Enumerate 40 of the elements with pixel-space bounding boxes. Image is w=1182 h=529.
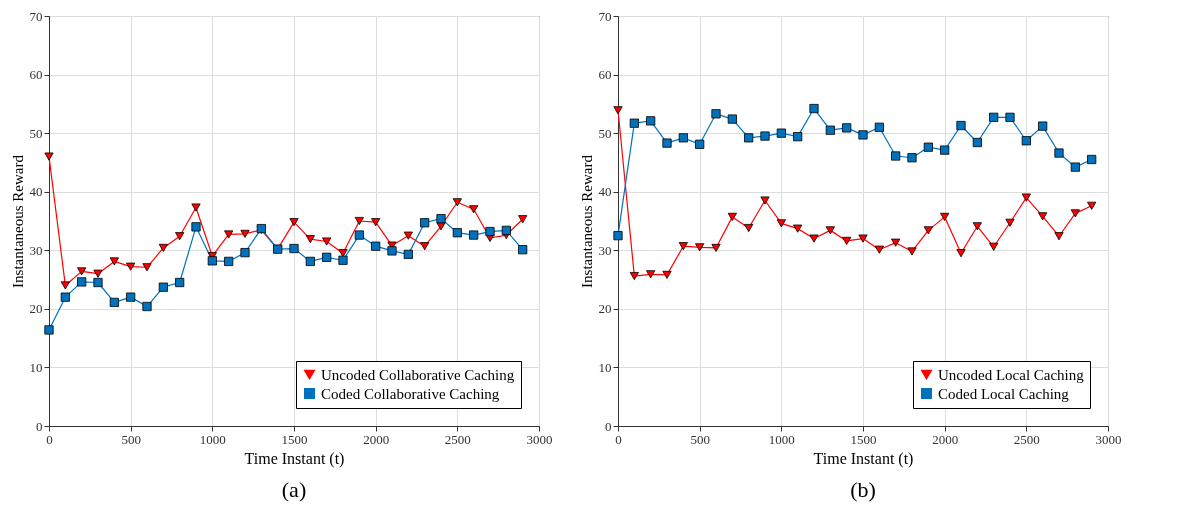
legend-label: Coded Local Caching: [938, 385, 1070, 402]
x-tick-label: 3000: [1095, 431, 1122, 447]
x-tick-label: 1000: [768, 431, 795, 447]
legend-label: Coded Collaborative Caching: [321, 385, 500, 402]
y-tick-label: 40: [29, 184, 43, 200]
x-axis-title: Time Instant (t): [244, 449, 345, 468]
legend-label: Uncoded Collaborative Caching: [321, 366, 515, 383]
y-tick-label: 10: [598, 359, 612, 375]
x-tick-label: 3000: [526, 431, 553, 447]
x-tick-label: 1500: [281, 431, 308, 447]
x-tick-label: 0: [46, 431, 53, 447]
y-tick-label: 60: [598, 67, 612, 83]
y-tick-label: 30: [598, 242, 612, 258]
x-tick-label: 500: [121, 431, 141, 447]
x-tick-label: 500: [690, 431, 710, 447]
x-tick-label: 2500: [1013, 431, 1040, 447]
y-tick-label: 50: [29, 125, 43, 141]
x-tick-label: 2000: [932, 431, 959, 447]
x-tick-label: 2500: [444, 431, 471, 447]
y-tick-label: 50: [598, 125, 612, 141]
y-tick-label: 20: [598, 301, 612, 317]
y-tick-label: 30: [29, 242, 43, 258]
legend-label: Uncoded Local Caching: [938, 366, 1085, 383]
y-tick-label: 40: [598, 184, 612, 200]
x-tick-label: 0: [615, 431, 622, 447]
text: (a): [281, 477, 307, 502]
x-axis-title: Time Instant (t): [813, 449, 914, 468]
x-tick-label: 2000: [363, 431, 390, 447]
y-tick-label: 70: [598, 8, 612, 24]
y-tick-label: 20: [29, 301, 43, 317]
y-tick-label: 0: [605, 418, 612, 434]
y-axis-title: Instantaneous Reward: [9, 154, 26, 288]
y-tick-label: 60: [29, 67, 43, 83]
x-tick-label: 1500: [850, 431, 877, 447]
y-axis-title: Instantaneous Reward: [578, 154, 595, 288]
y-tick-label: 70: [29, 8, 43, 24]
y-tick-label: 0: [36, 418, 43, 434]
x-tick-label: 1000: [199, 431, 226, 447]
text: (b): [850, 477, 876, 502]
y-tick-label: 10: [29, 359, 43, 375]
